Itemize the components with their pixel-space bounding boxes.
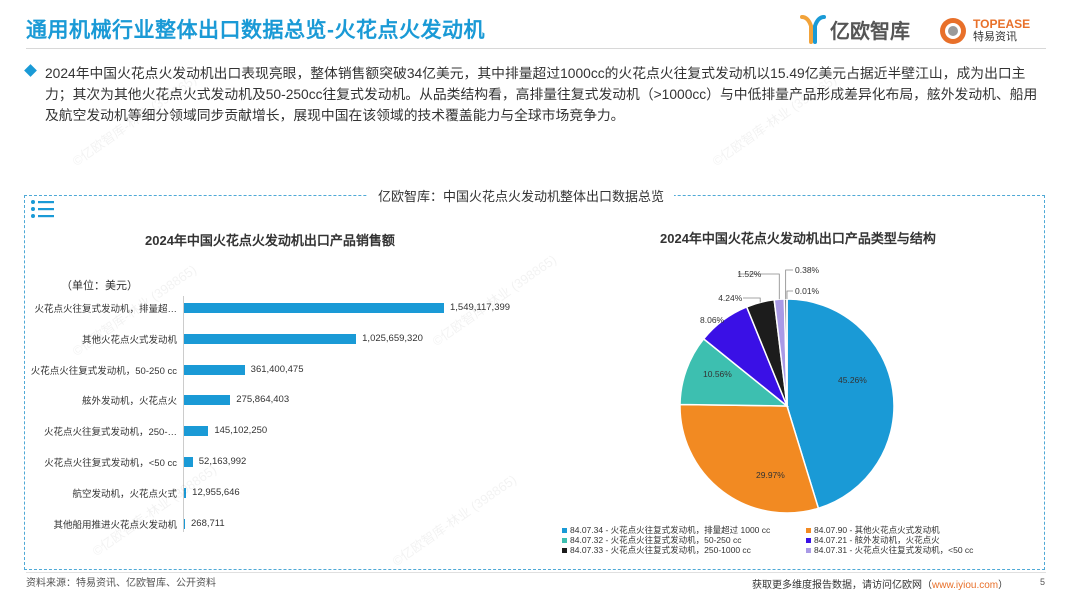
bar xyxy=(184,364,245,375)
legend-item: 84.07.90 - 其他火花点火式发动机 xyxy=(806,524,940,536)
bar-category-label: 其他船用推进火花点火发动机 xyxy=(53,519,177,531)
legend-swatch xyxy=(562,538,567,544)
legend-label: 84.07.32 - 火花点火往复式发动机，50-250 cc xyxy=(570,535,742,545)
diamond-bullet-icon xyxy=(24,64,37,77)
bar-category-label: 火花点火往复式发动机，50-250 cc xyxy=(30,365,177,377)
iyiou-logo: 亿欧智库 xyxy=(800,14,910,44)
bar-category-label: 航空发动机，火花点火式 xyxy=(72,488,177,500)
bar-category-label: 其他火花点火式发动机 xyxy=(81,334,177,346)
chart-panel xyxy=(24,195,1045,570)
legend-swatch xyxy=(806,538,811,544)
bar xyxy=(184,303,444,313)
footer-cta-prefix: 获取更多维度报告数据，请访问亿欧网（ xyxy=(752,580,932,591)
page-title: 通用机械行业整体出口数据总览-火花点火发动机 xyxy=(26,19,485,42)
bar xyxy=(184,487,187,498)
legend-label: 84.07.31 - 火花点火往复式发动机，<50 cc xyxy=(814,545,974,555)
bar-value-label: 1,025,659,320 xyxy=(362,332,423,344)
bar xyxy=(184,457,193,467)
header-divider xyxy=(26,48,1046,49)
bar-category-label: 火花点火往复式发动机，排量超… xyxy=(34,304,177,315)
legend-item: 84.07.32 - 火花点火往复式发动机，50-250 cc xyxy=(562,534,741,546)
legend-label: 84.07.34 - 火花点火往复式发动机，排量超过 1000 cc xyxy=(570,525,771,535)
footer-divider xyxy=(26,572,1046,573)
pie-chart-title: 2024年中国火花点火发动机出口产品类型与结构 xyxy=(660,231,936,246)
legend-item: 84.07.31 - 火花点火往复式发动机，<50 cc xyxy=(806,544,973,556)
iyiou-logo-icon xyxy=(800,15,826,44)
bar-value-label: 12,955,646 xyxy=(192,486,240,498)
legend-swatch xyxy=(806,528,811,534)
bar-value-label: 145,102,250 xyxy=(214,425,268,437)
summary-text: 2024年中国火花点火发动机出口表现亮眼，整体销售额突破34亿美元，其中排量超过… xyxy=(45,66,1038,123)
legend-swatch xyxy=(562,528,567,534)
panel-title: 亿欧智库：中国火花点火发动机整体出口数据总览 xyxy=(368,186,675,205)
topease-logo: TOPEASE 特易资讯 xyxy=(938,16,1030,46)
legend-item: 84.07.21 - 舷外发动机，火花点火 xyxy=(806,534,940,546)
legend-label: 84.07.90 - 其他火花点火式发动机 xyxy=(814,525,940,535)
legend-label: 84.07.21 - 舷外发动机，火花点火 xyxy=(814,535,940,545)
legend-item: 84.07.34 - 火花点火往复式发动机，排量超过 1000 cc xyxy=(562,524,770,536)
bar-chart-unit: （单位：美元） xyxy=(61,280,138,292)
bar-chart-axis xyxy=(183,296,184,532)
bar-chart-title: 2024年中国火花点火发动机出口产品销售额 xyxy=(145,233,395,248)
legend-swatch xyxy=(562,548,567,554)
bar-category-label: 舷外发动机，火花点火 xyxy=(81,396,177,408)
topease-logo-icon xyxy=(940,18,966,44)
bar-value-label: 268,711 xyxy=(191,517,225,529)
legend-item: 84.07.33 - 火花点火往复式发动机，250-1000 cc xyxy=(562,544,751,556)
bar xyxy=(184,395,231,406)
bar xyxy=(184,333,357,344)
bar-category-label: 火花点火往复式发动机，250-… xyxy=(43,427,177,439)
bar xyxy=(184,426,209,437)
bar-value-label: 361,400,475 xyxy=(250,363,304,375)
page-number: 5 xyxy=(1040,577,1046,587)
bar-value-label: 275,864,403 xyxy=(236,394,290,406)
list-menu-icon xyxy=(31,200,54,218)
bar-value-label: 52,163,992 xyxy=(198,456,247,467)
bar-category-label: 火花点火往复式发动机，<50 cc xyxy=(44,458,177,469)
bar xyxy=(184,518,185,529)
legend-label: 84.07.33 - 火花点火往复式发动机，250-1000 cc xyxy=(570,545,751,555)
source-note: 资料来源：特易资讯、亿欧智库、公开资料 xyxy=(26,578,216,589)
footer-cta-suffix: ） xyxy=(998,580,1009,591)
bar-value-label: 1,549,117,399 xyxy=(450,302,511,313)
iyiou-logo-text: 亿欧智库 xyxy=(830,20,910,43)
topease-logo-subname: 特易资讯 xyxy=(973,31,1017,43)
footer-link[interactable]: www.iyiou.com xyxy=(932,580,999,591)
topease-logo-name: TOPEASE xyxy=(973,17,1031,31)
legend-swatch xyxy=(806,548,811,554)
footer-cta: 获取更多维度报告数据，请访问亿欧网（www.iyiou.com） xyxy=(752,576,1008,591)
